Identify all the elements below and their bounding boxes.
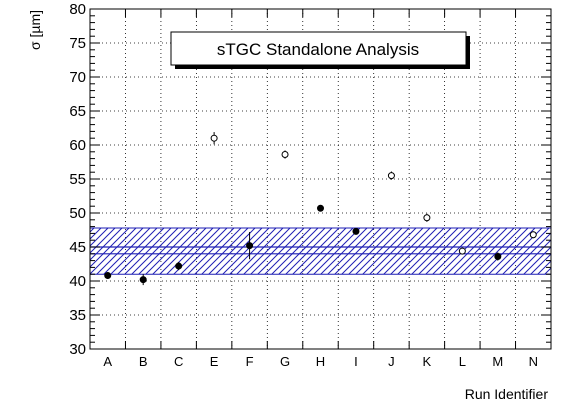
y-tick-label: 80 xyxy=(69,1,86,18)
point-marker-filled xyxy=(494,253,502,261)
data-point xyxy=(387,171,395,180)
point-marker-open xyxy=(387,172,395,180)
y-tick-label: 35 xyxy=(69,307,86,324)
data-point xyxy=(210,132,218,145)
point-marker-open xyxy=(281,151,289,159)
x-tick-label: I xyxy=(354,354,358,369)
data-point xyxy=(104,272,112,280)
point-marker-filled xyxy=(104,272,112,280)
y-axis-title: σ [µm] xyxy=(27,10,43,50)
axes: 30 35 40 45 50 55 60 65 70 75 80 A B C E F G H I J K L M N xyxy=(69,1,552,369)
point-marker-open xyxy=(210,134,218,142)
point-marker-filled xyxy=(352,227,360,235)
x-tick-label: J xyxy=(388,354,395,369)
y-tick-label: 55 xyxy=(69,171,86,188)
data-point xyxy=(317,204,324,212)
data-point xyxy=(139,274,147,286)
x-tick-label: C xyxy=(174,354,183,369)
data-point xyxy=(175,261,183,271)
point-marker-open xyxy=(529,231,537,239)
y-tick-label: 45 xyxy=(69,239,86,256)
y-tick-label: 60 xyxy=(69,137,86,154)
point-marker-filled xyxy=(317,204,324,212)
x-tick-label: G xyxy=(280,354,290,369)
data-point xyxy=(494,252,502,261)
point-marker-filled xyxy=(246,242,254,250)
data-point xyxy=(246,232,254,260)
x-tick-label: A xyxy=(103,354,112,369)
y-tick-label: 70 xyxy=(69,69,86,86)
data-points xyxy=(104,132,537,286)
x-tick-label: N xyxy=(529,354,538,369)
x-tick-label: E xyxy=(210,354,219,369)
y-tick-label: 30 xyxy=(69,341,86,358)
chart-title-box: sTGC Standalone Analysis xyxy=(170,31,470,69)
x-tick-label: B xyxy=(139,354,148,369)
x-tick-label: L xyxy=(459,354,466,369)
x-axis-title: Run Identifier xyxy=(465,386,549,402)
data-point xyxy=(529,231,537,239)
y-tick-label: 75 xyxy=(69,35,86,52)
point-marker-filled xyxy=(139,276,147,284)
data-point xyxy=(352,227,360,235)
y-tick-label: 65 xyxy=(69,103,86,120)
band-area xyxy=(90,227,551,275)
x-tick-label: H xyxy=(316,354,325,369)
x-tick-label: K xyxy=(423,354,432,369)
x-tick-label: M xyxy=(492,354,503,369)
average-band xyxy=(90,227,551,275)
data-point xyxy=(281,150,289,159)
y-tick-label: 50 xyxy=(69,205,86,222)
point-marker-filled xyxy=(175,262,183,270)
point-marker-open xyxy=(423,214,431,222)
data-point xyxy=(458,247,466,255)
data-point xyxy=(423,213,431,222)
x-tick-label: F xyxy=(246,354,254,369)
point-marker-open xyxy=(458,247,466,255)
chart-title: sTGC Standalone Analysis xyxy=(217,40,419,59)
y-tick-label: 40 xyxy=(69,273,86,290)
